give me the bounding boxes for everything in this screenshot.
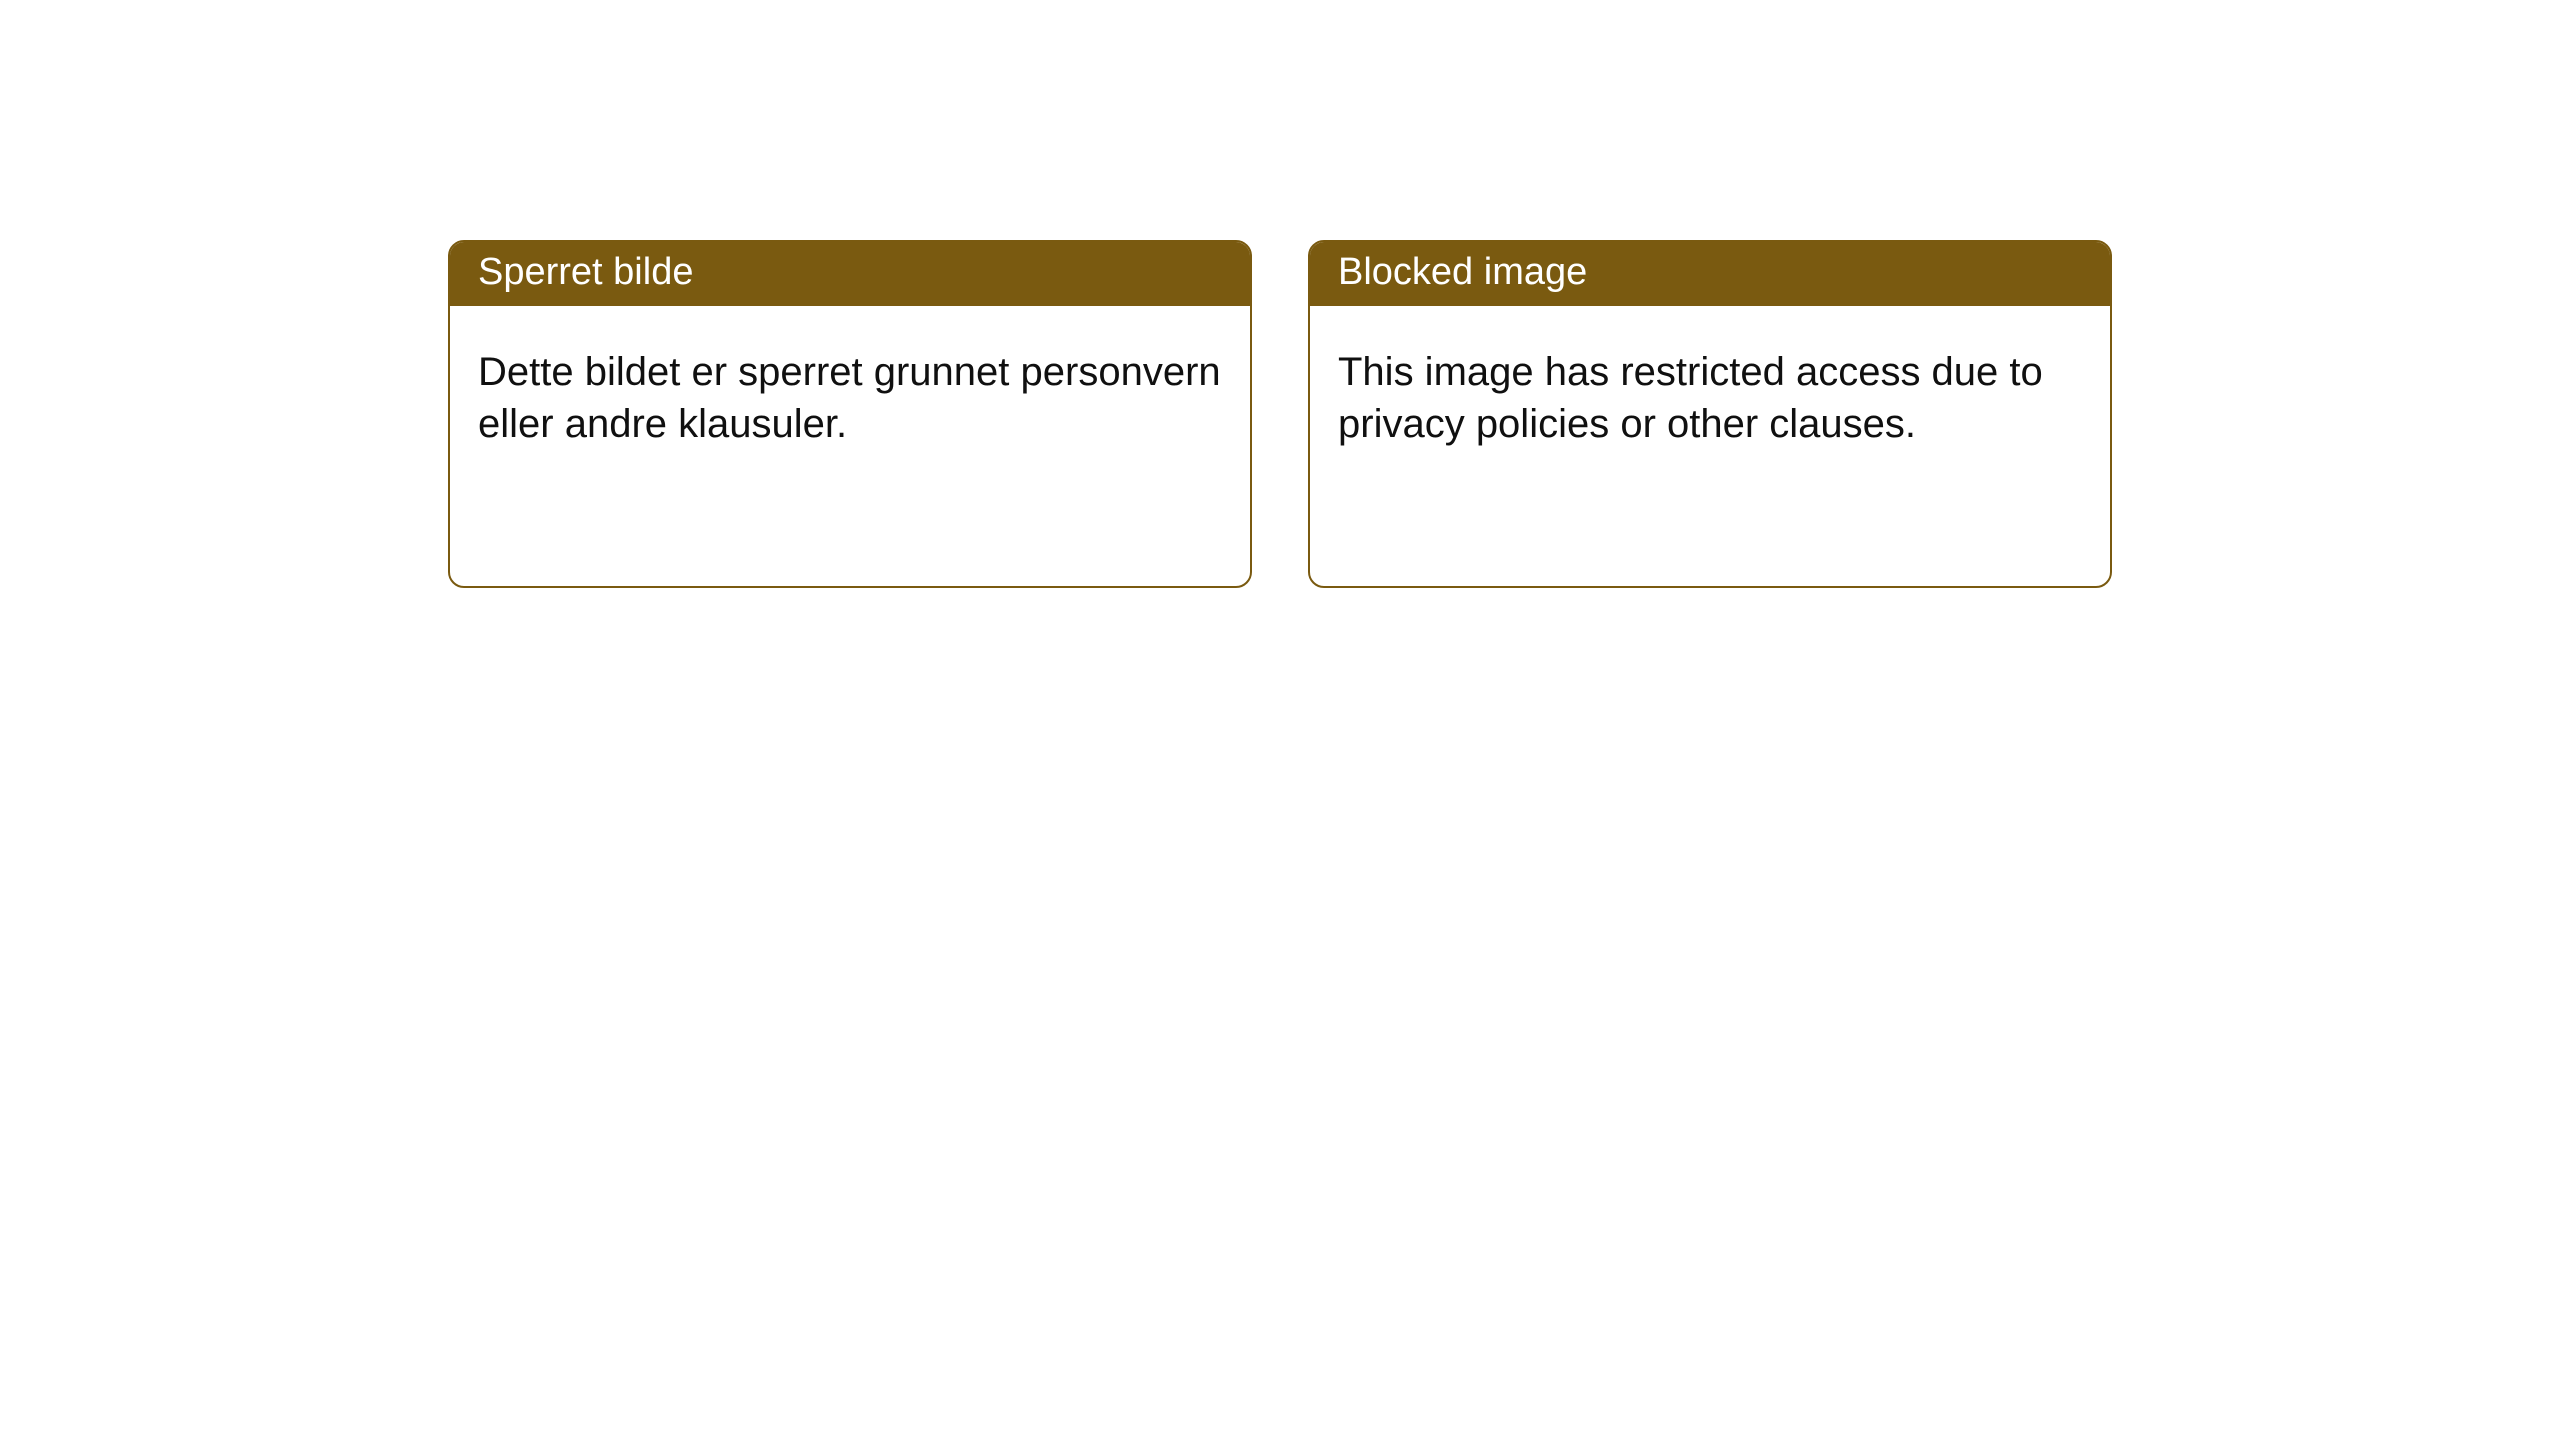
card-header-english: Blocked image bbox=[1310, 242, 2110, 306]
card-body-english: This image has restricted access due to … bbox=[1310, 306, 2110, 586]
card-body-norwegian: Dette bildet er sperret grunnet personve… bbox=[450, 306, 1250, 586]
cards-container: Sperret bilde Dette bildet er sperret gr… bbox=[0, 0, 2560, 588]
blocked-image-card-english: Blocked image This image has restricted … bbox=[1308, 240, 2112, 588]
card-header-norwegian: Sperret bilde bbox=[450, 242, 1250, 306]
blocked-image-card-norwegian: Sperret bilde Dette bildet er sperret gr… bbox=[448, 240, 1252, 588]
